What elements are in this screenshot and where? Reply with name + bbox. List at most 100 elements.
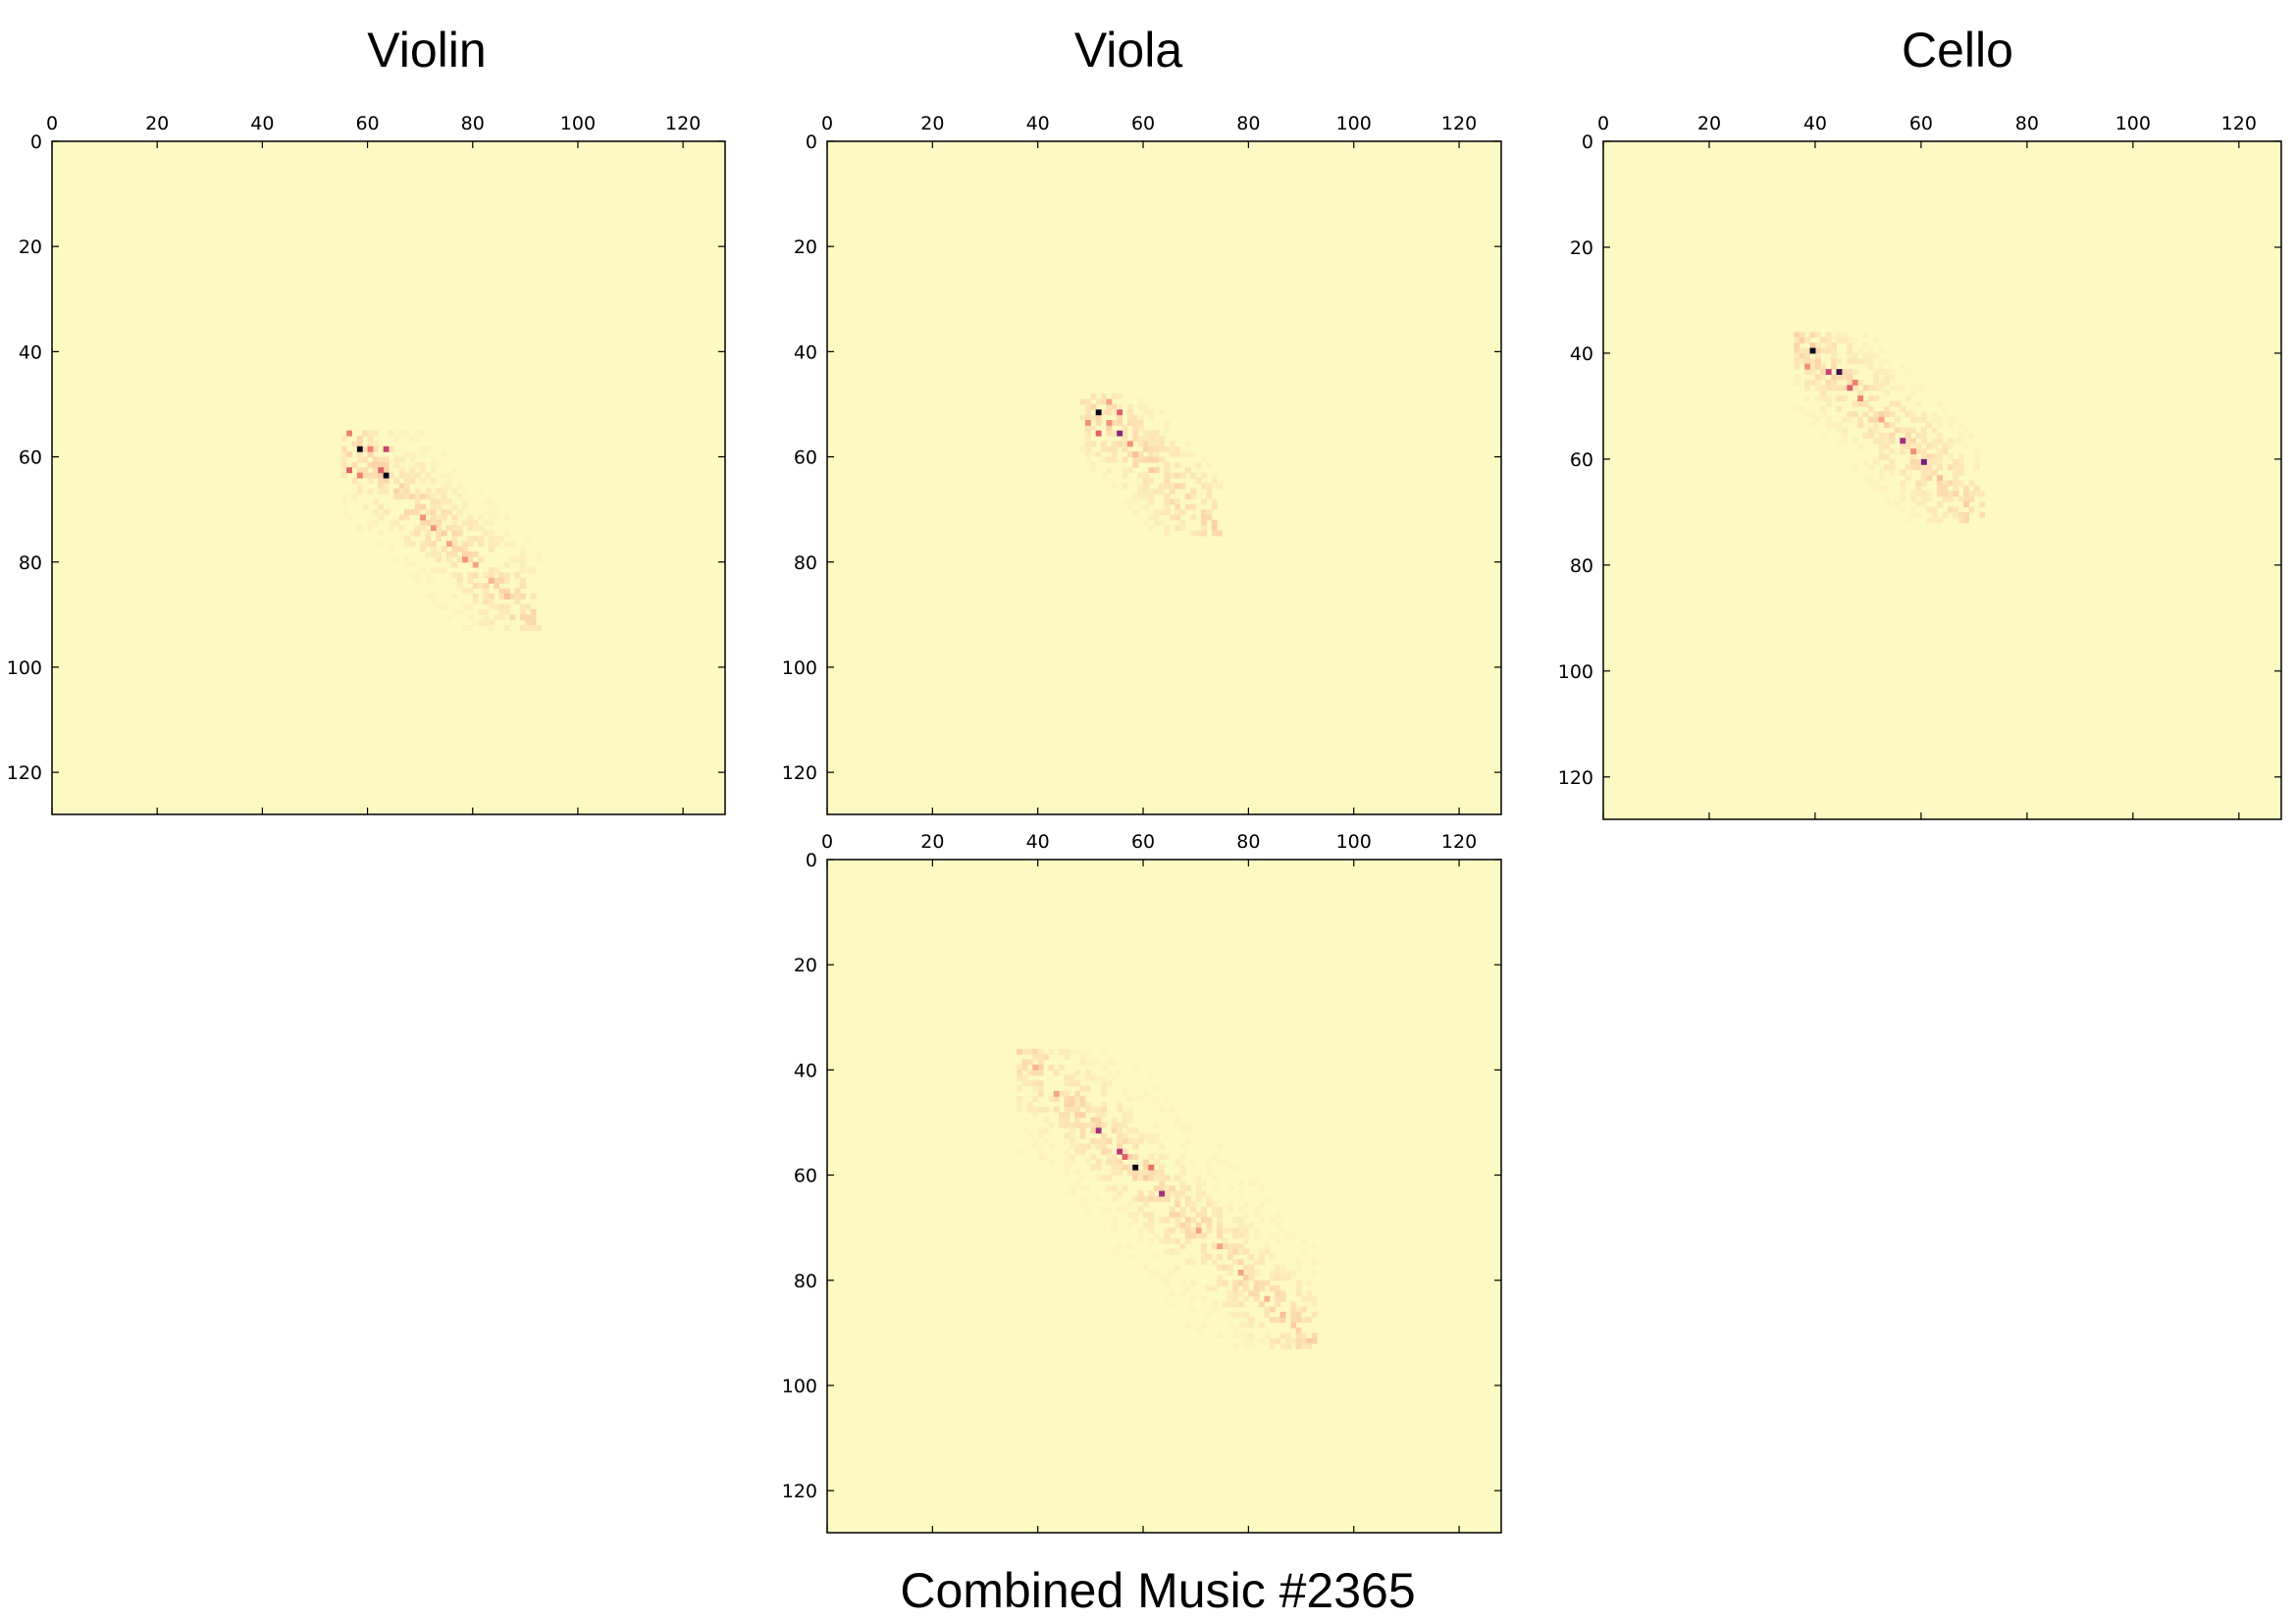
heatmap-cell — [1048, 1159, 1055, 1166]
heatmap-cell — [425, 583, 432, 590]
heatmap-cell — [1211, 1206, 1218, 1213]
heatmap-cell — [1101, 472, 1107, 479]
heatmap-cell — [1137, 472, 1144, 479]
heatmap-cell — [1064, 1106, 1070, 1113]
heatmap-cell — [1873, 480, 1880, 487]
heatmap-cell — [1032, 1054, 1039, 1061]
heatmap-cell — [467, 551, 474, 557]
heatmap-cell — [1920, 432, 1927, 439]
heatmap-cell — [1079, 1059, 1086, 1066]
heatmap-cell — [1862, 385, 1869, 392]
heatmap-cell — [1275, 1275, 1281, 1281]
heatmap-cell — [462, 625, 468, 631]
heatmap-cell — [1111, 1117, 1118, 1124]
heatmap-cell — [456, 546, 463, 552]
heatmap-cell — [1820, 390, 1827, 396]
heatmap-cell — [1174, 1264, 1181, 1271]
heatmap-cell — [1032, 1096, 1039, 1103]
heatmap-cell — [1184, 1259, 1191, 1266]
heatmap-cell — [1079, 1127, 1086, 1134]
heatmap-cell — [1122, 1085, 1128, 1092]
heatmap-cell — [1101, 1065, 1107, 1071]
heatmap-cell — [483, 614, 490, 621]
heatmap-cell — [1894, 400, 1901, 407]
heatmap-cell — [478, 619, 484, 626]
heatmap-cell — [1084, 451, 1091, 458]
heatmap-cell — [1794, 337, 1800, 343]
y-tick-label: 40 — [1570, 343, 1593, 365]
heatmap-cell — [1101, 1222, 1107, 1229]
heatmap-cell — [494, 503, 500, 510]
heatmap-cell — [1217, 1232, 1224, 1239]
heatmap-cell — [1947, 464, 1954, 471]
heatmap-cell — [1117, 1132, 1123, 1139]
heatmap-cell — [1122, 456, 1128, 463]
heatmap-cell — [456, 494, 463, 499]
heatmap-cell — [1137, 1170, 1144, 1177]
heatmap-cell — [1122, 441, 1128, 447]
heatmap-cell — [1153, 1085, 1160, 1092]
heatmap-cell — [1920, 416, 1927, 423]
heatmap-cell — [1126, 441, 1133, 447]
heatmap-cell — [1153, 1270, 1160, 1276]
y-tick-label: 100 — [1558, 661, 1593, 683]
heatmap-cell — [1264, 1311, 1271, 1318]
heatmap-cell — [1947, 422, 1954, 429]
heatmap-cell — [1074, 1048, 1081, 1055]
heatmap-cell — [1143, 1201, 1149, 1208]
heatmap-cell — [1184, 1232, 1191, 1239]
heatmap-cell — [1957, 432, 1964, 439]
heatmap-cell — [1900, 491, 1906, 497]
heatmap-cell — [1243, 1333, 1249, 1339]
heatmap-cell — [1201, 483, 1207, 490]
heatmap-cell — [1206, 1159, 1213, 1166]
heatmap-cell — [483, 593, 490, 600]
heatmap-cell — [462, 556, 468, 563]
heatmap-cell — [1053, 1090, 1060, 1097]
heatmap-cell — [1148, 1154, 1155, 1160]
heatmap-cell — [1117, 1143, 1123, 1150]
heatmap-cell — [441, 451, 447, 458]
heatmap-cell — [430, 519, 437, 526]
heatmap-cell — [1311, 1301, 1318, 1308]
heatmap-cell — [1857, 390, 1864, 396]
heatmap-cell — [1884, 496, 1891, 502]
heatmap-cell — [1037, 1090, 1044, 1097]
heatmap-cell — [462, 546, 468, 552]
heatmap-cell — [1174, 483, 1181, 490]
heatmap-cell — [1222, 1228, 1228, 1234]
heatmap-cell — [1269, 1275, 1276, 1281]
heatmap-cell — [414, 509, 421, 516]
heatmap-cell — [1794, 332, 1800, 339]
heatmap-cell — [1111, 393, 1118, 400]
heatmap-cell — [1279, 1295, 1286, 1302]
heatmap-cell — [1211, 498, 1218, 505]
heatmap-cell — [1794, 358, 1800, 365]
heatmap-cell — [1017, 1096, 1023, 1103]
heatmap-cell — [1164, 1275, 1171, 1281]
heatmap-cell — [1963, 485, 1969, 492]
heatmap-cell — [1295, 1337, 1302, 1344]
heatmap-cell — [525, 614, 532, 621]
heatmap-cell — [456, 530, 463, 537]
heatmap-cell — [1164, 461, 1171, 468]
heatmap-cell — [1253, 1179, 1260, 1186]
heatmap-cell — [1841, 432, 1848, 439]
heatmap-cell — [498, 614, 505, 621]
heatmap-cell — [1117, 441, 1123, 447]
heatmap-cell — [494, 577, 500, 584]
heatmap-cell — [383, 483, 390, 490]
heatmap-cell — [1222, 1243, 1228, 1250]
heatmap-cell — [1825, 369, 1832, 376]
heatmap-cell — [483, 588, 490, 595]
heatmap-cell — [1195, 1228, 1202, 1234]
heatmap-cell — [1915, 385, 1922, 392]
heatmap-cell — [1269, 1306, 1276, 1313]
heatmap-cell — [425, 572, 432, 579]
heatmap-cell — [1248, 1343, 1255, 1349]
heatmap-cell — [372, 472, 379, 479]
heatmap-cell — [378, 503, 385, 510]
heatmap-cell — [1059, 1122, 1066, 1128]
heatmap-cell — [1143, 441, 1149, 447]
heatmap-cell — [1143, 1170, 1149, 1177]
